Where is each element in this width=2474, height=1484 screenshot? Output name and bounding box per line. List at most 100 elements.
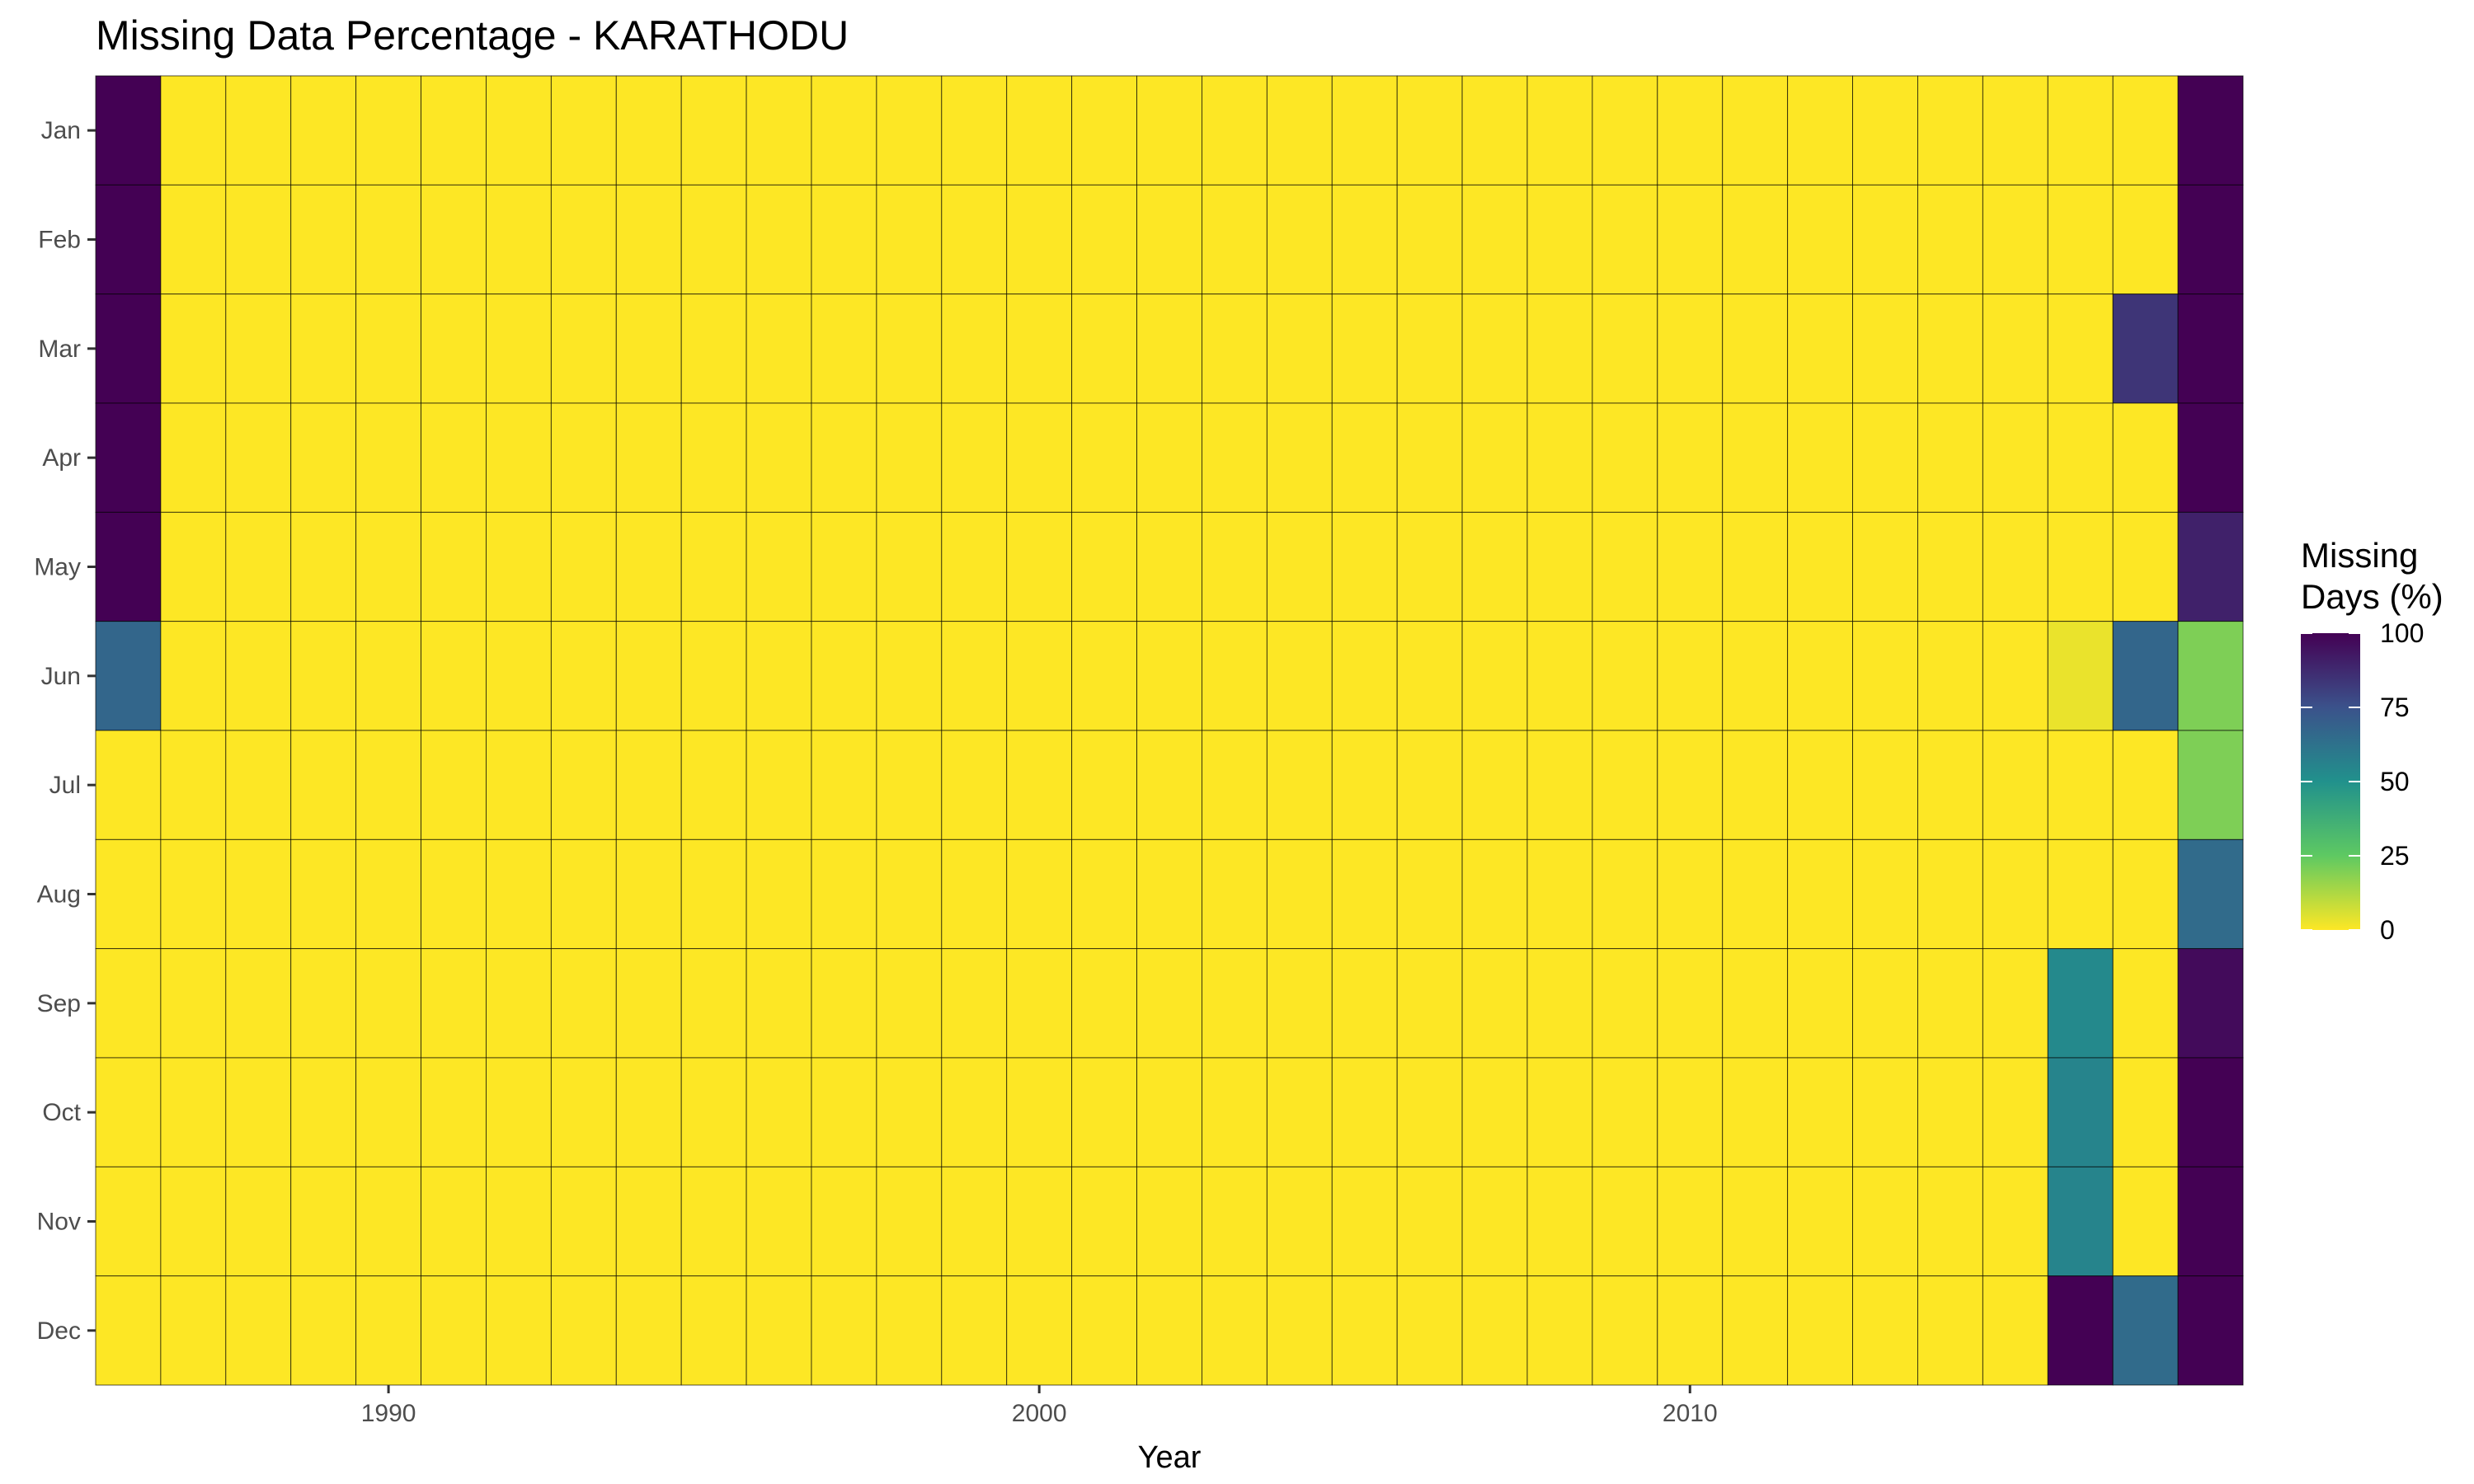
heatmap-cell-1991-aug: [421, 838, 487, 950]
heatmap-cell-1992-jan: [486, 75, 552, 186]
heatmap-cell-2001-may: [1071, 511, 1137, 622]
heatmap-cell-2003-may: [1202, 511, 1268, 622]
heatmap-cell-2008-apr: [1526, 402, 1593, 513]
heatmap-cell-1994-jul: [615, 730, 682, 840]
heatmap-cell-2015-mar: [1982, 294, 2048, 404]
heatmap-cell-1992-jul: [486, 730, 552, 840]
heatmap-cell-2017-may: [2112, 511, 2179, 622]
heatmap-cell-2003-jul: [1202, 730, 1268, 840]
y-tick-label-aug: Aug: [37, 881, 81, 909]
y-tick-label-may: May: [34, 554, 81, 581]
heatmap-cell-1987-mar: [160, 294, 227, 404]
heatmap-cell-2015-feb: [1982, 184, 2048, 295]
heatmap-cell-2018-dec: [2177, 1275, 2244, 1386]
heatmap-cell-2009-feb: [1592, 184, 1658, 295]
heatmap-cell-2016-jun: [2047, 621, 2114, 731]
heatmap-cell-2015-may: [1982, 511, 2048, 622]
heatmap-cell-1994-jan: [615, 75, 682, 186]
heatmap-cell-2008-feb: [1526, 184, 1593, 295]
heatmap-cell-2008-nov: [1526, 1166, 1593, 1277]
heatmap-cell-2014-oct: [1917, 1057, 1983, 1167]
heatmap-cell-1994-feb: [615, 184, 682, 295]
heatmap-cell-2016-dec: [2047, 1275, 2114, 1386]
heatmap-cell-2011-may: [1722, 511, 1789, 622]
heatmap-cell-2006-jul: [1396, 730, 1463, 840]
heatmap-cell-1999-jun: [941, 621, 1008, 731]
heatmap-cell-1994-nov: [615, 1166, 682, 1277]
heatmap-cell-2017-jul: [2112, 730, 2179, 840]
heatmap-cell-1993-mar: [550, 294, 617, 404]
heatmap-cell-1997-may: [811, 511, 877, 622]
heatmap-cell-1996-apr: [745, 402, 812, 513]
heatmap-cell-2012-jul: [1787, 730, 1853, 840]
heatmap-cell-2000-jan: [1006, 75, 1073, 186]
x-tick-label-2010: 2010: [1663, 1400, 1718, 1427]
heatmap-cell-2017-sep: [2112, 948, 2179, 1059]
heatmap-cell-2009-jul: [1592, 730, 1658, 840]
heatmap-cell-1999-oct: [941, 1057, 1008, 1167]
heatmap-cell-2016-apr: [2047, 402, 2114, 513]
x-axis-title: Year: [1138, 1440, 1202, 1475]
heatmap-cell-2005-sep: [1331, 948, 1398, 1059]
heatmap-cell-2018-sep: [2177, 948, 2244, 1059]
heatmap-cell-2012-jun: [1787, 621, 1853, 731]
heatmap-cell-1995-dec: [680, 1275, 747, 1386]
heatmap-cell-2018-feb: [2177, 184, 2244, 295]
heatmap-cell-2016-may: [2047, 511, 2114, 622]
heatmap-cell-1991-apr: [421, 402, 487, 513]
heatmap-cell-1989-jan: [290, 75, 357, 186]
heatmap-cell-2014-jul: [1917, 730, 1983, 840]
heatmap-cell-2005-jan: [1331, 75, 1398, 186]
heatmap-cell-1991-jun: [421, 621, 487, 731]
heatmap-cell-1990-jan: [355, 75, 421, 186]
heatmap-cell-1994-sep: [615, 948, 682, 1059]
heatmap-cell-2010-dec: [1657, 1275, 1724, 1386]
heatmap-cell-1990-may: [355, 511, 421, 622]
heatmap-cell-2010-feb: [1657, 184, 1724, 295]
heatmap-cell-1989-may: [290, 511, 357, 622]
heatmap-cell-1989-nov: [290, 1166, 357, 1277]
heatmap-cell-2007-nov: [1461, 1166, 1528, 1277]
heatmap-cell-1998-jun: [876, 621, 943, 731]
heatmap-cell-1997-apr: [811, 402, 877, 513]
heatmap-cell-1989-jun: [290, 621, 357, 731]
y-tick-label-apr: Apr: [42, 444, 81, 472]
heatmap-cell-2000-jul: [1006, 730, 1073, 840]
heatmap-cell-1995-oct: [680, 1057, 747, 1167]
heatmap-cell-2016-sep: [2047, 948, 2114, 1059]
heatmap-cell-1988-apr: [225, 402, 292, 513]
heatmap-cell-1991-dec: [421, 1275, 487, 1386]
heatmap-cell-2002-mar: [1136, 294, 1202, 404]
heatmap-cell-1987-aug: [160, 838, 227, 950]
heatmap-cell-2009-oct: [1592, 1057, 1658, 1167]
heatmap-cell-2013-mar: [1852, 294, 1918, 404]
heatmap-cell-2017-dec: [2112, 1275, 2179, 1386]
heatmap-cell-2015-dec: [1982, 1275, 2048, 1386]
heatmap-cell-2002-jun: [1136, 621, 1202, 731]
heatmap-cell-2003-mar: [1202, 294, 1268, 404]
heatmap-cell-1992-sep: [486, 948, 552, 1059]
heatmap-cell-1995-feb: [680, 184, 747, 295]
heatmap-cell-1986-jul: [95, 730, 162, 840]
heatmap-cell-2014-may: [1917, 511, 1983, 622]
heatmap-cell-2016-mar: [2047, 294, 2114, 404]
heatmap-cell-1999-jan: [941, 75, 1008, 186]
heatmap-cell-1987-nov: [160, 1166, 227, 1277]
heatmap-cell-2004-jun: [1266, 621, 1333, 731]
heatmap-cell-1986-may: [95, 511, 162, 622]
heatmap-cell-2017-mar: [2112, 294, 2179, 404]
heatmap-cell-1994-oct: [615, 1057, 682, 1167]
heatmap-cell-1995-jun: [680, 621, 747, 731]
heatmap-cell-1993-jun: [550, 621, 617, 731]
heatmap-cell-2011-mar: [1722, 294, 1789, 404]
x-tick-label-2000: 2000: [1012, 1400, 1067, 1427]
heatmap-cell-1999-nov: [941, 1166, 1008, 1277]
heatmap-cell-1992-aug: [486, 838, 552, 950]
heatmap-cell-1986-mar: [95, 294, 162, 404]
heatmap-cell-2001-dec: [1071, 1275, 1137, 1386]
heatmap-cell-2005-jul: [1331, 730, 1398, 840]
heatmap-cell-2011-jul: [1722, 730, 1789, 840]
heatmap-cell-1988-jul: [225, 730, 292, 840]
heatmap-cell-1995-may: [680, 511, 747, 622]
heatmap-cell-2010-mar: [1657, 294, 1724, 404]
